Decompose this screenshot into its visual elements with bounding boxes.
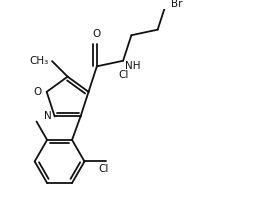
Text: O: O [93, 29, 101, 39]
Text: Cl: Cl [118, 70, 128, 80]
Text: CH₃: CH₃ [29, 56, 48, 66]
Text: Cl: Cl [99, 164, 109, 174]
Text: N: N [44, 111, 52, 122]
Text: NH: NH [125, 61, 141, 71]
Text: Br: Br [171, 0, 182, 9]
Text: O: O [34, 87, 42, 97]
